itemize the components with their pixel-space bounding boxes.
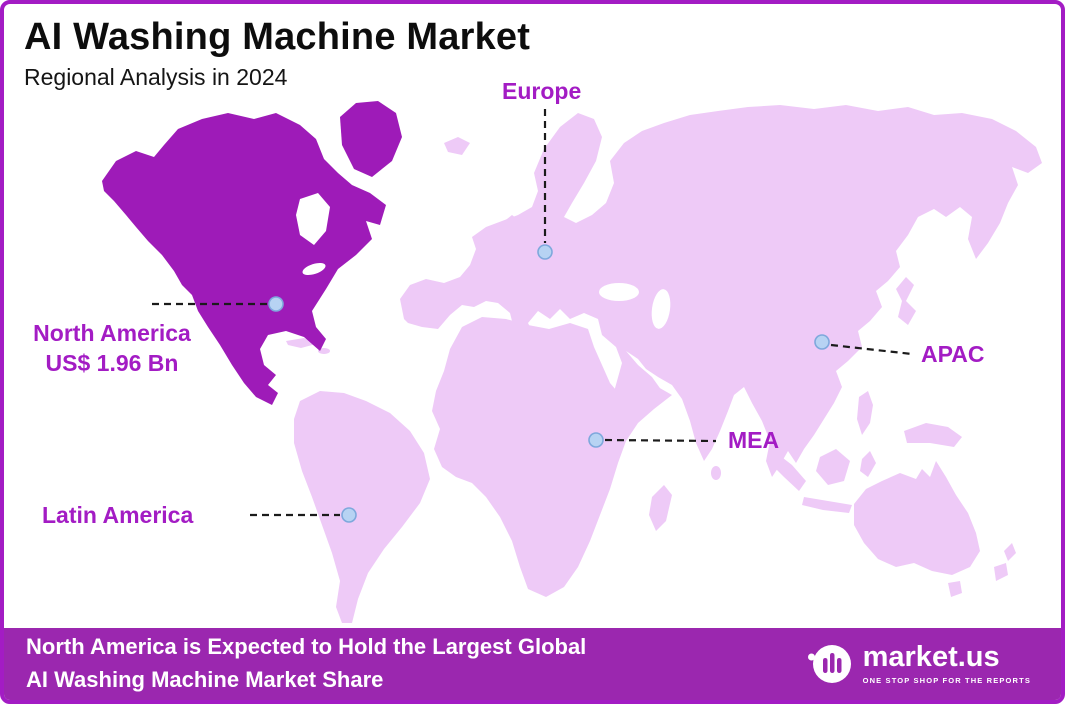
footer-headline-line1: North America is Expected to Hold the La… (26, 634, 587, 660)
map-marker-europe (537, 244, 553, 260)
island-borneo (816, 449, 850, 485)
map-water-bodies (296, 193, 671, 329)
map-marker-north-america (268, 296, 284, 312)
region-label-north-america: North America US$ 1.96 Bn (12, 318, 212, 378)
leader-line-apac (830, 343, 913, 356)
continent-eurasia (400, 105, 1042, 477)
continent-south-america (294, 391, 430, 623)
leader-lines (152, 109, 913, 517)
hudson-bay (296, 193, 330, 245)
region-label-apac: APAC (921, 341, 985, 367)
market-us-logo: market.us ONE STOP SHOP FOR THE REPORTS (807, 641, 1031, 687)
island-new-zealand-north (1004, 543, 1016, 561)
island-ireland (490, 237, 500, 254)
page-title: AI Washing Machine Market (24, 16, 531, 58)
footer-banner: North America is Expected to Hold the La… (4, 628, 1061, 700)
footer-headline: North America is Expected to Hold the La… (26, 631, 586, 696)
continent-africa (432, 317, 672, 597)
island-madagascar (649, 485, 672, 531)
island-sumatra (768, 451, 806, 491)
map-continents-light (286, 105, 1042, 623)
page-subtitle: Regional Analysis in 2024 (24, 63, 288, 90)
region-greenland (340, 101, 402, 177)
header: AI Washing Machine Market Regional Analy… (24, 16, 530, 91)
map-markers (268, 244, 830, 523)
caspian-sea (651, 289, 671, 329)
brand-text: market.us ONE STOP SHOP FOR THE REPORTS (862, 641, 1031, 686)
region-north-america (102, 113, 386, 405)
map-marker-apac (814, 334, 830, 350)
brand-name: market.us (862, 641, 1000, 673)
map-marker-mea (588, 432, 604, 448)
continent-australia (854, 461, 980, 575)
world-map-svg (102, 101, 1042, 623)
island-new-zealand-south (994, 563, 1008, 581)
leader-line-mea (604, 438, 717, 443)
map-marker-latin-america (341, 507, 357, 523)
market-us-logo-icon (807, 645, 851, 683)
island-japan (896, 277, 916, 325)
map-region-highlighted (102, 101, 402, 405)
island-new-guinea (904, 423, 962, 447)
island-tasmania (948, 581, 962, 597)
great-lakes (302, 262, 326, 276)
region-label-mea: MEA (728, 427, 780, 453)
island-philippines (857, 391, 873, 435)
island-hispaniola (318, 348, 330, 354)
island-sri-lanka (711, 466, 721, 480)
region-label-latin-america: Latin America (42, 502, 194, 528)
region-label-europe: Europe (502, 78, 582, 104)
region-label-north-america-name: North America (33, 320, 191, 346)
brand-tagline: ONE STOP SHOP FOR THE REPORTS (862, 676, 1031, 685)
island-iceland (444, 137, 470, 155)
black-sea (599, 283, 639, 301)
island-java (802, 497, 852, 513)
island-sulawesi (860, 451, 876, 477)
region-value-north-america: US$ 1.96 Bn (45, 350, 179, 376)
footer-headline-line2: AI Washing Machine Market Share (26, 667, 384, 692)
island-great-britain (502, 215, 524, 261)
